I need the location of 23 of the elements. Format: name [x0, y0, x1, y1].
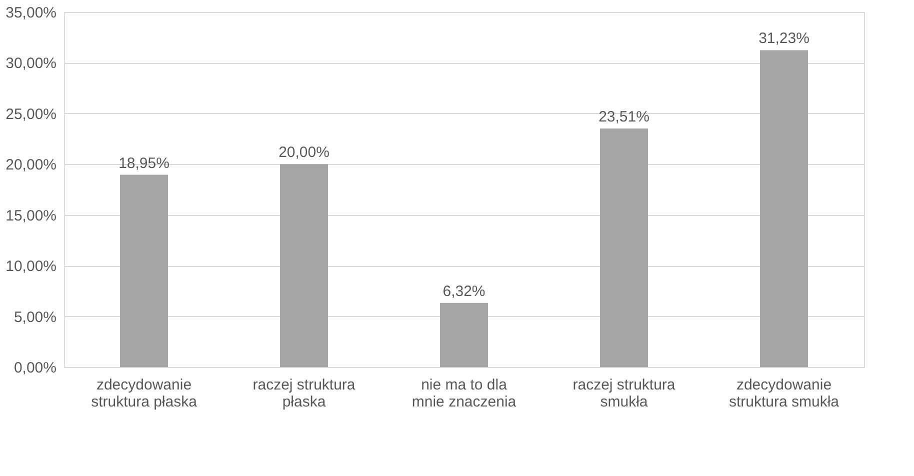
bar [600, 128, 648, 367]
bar [280, 164, 328, 367]
x-tick-label: zdecydowanie struktura smukła [728, 376, 840, 410]
y-tick-label: 5,00% [14, 308, 56, 326]
x-tick-label: nie ma to dla mnie znaczenia [412, 376, 517, 410]
x-tick-label: raczej struktura płaska [252, 376, 356, 410]
data-label: 20,00% [278, 144, 330, 162]
y-tick-label: 0,00% [14, 360, 56, 376]
bar [760, 50, 808, 367]
bar [440, 302, 488, 367]
x-tick-label: raczej struktura smukła [572, 376, 676, 410]
data-label: 31,23% [758, 30, 810, 48]
y-tick-label: 35,00% [6, 4, 56, 22]
y-tick-label: 20,00% [6, 156, 56, 174]
x-tick-label: zdecydowanie struktura płaska [91, 376, 198, 410]
y-tick-label: 25,00% [6, 106, 56, 123]
data-label: 18,95% [118, 154, 170, 172]
data-label: 6,32% [442, 282, 486, 300]
y-tick-label: 15,00% [6, 207, 56, 224]
data-label: 23,51% [598, 108, 650, 126]
y-tick-label: 10,00% [6, 258, 56, 276]
y-tick-label: 30,00% [6, 55, 56, 72]
bar [120, 174, 168, 367]
